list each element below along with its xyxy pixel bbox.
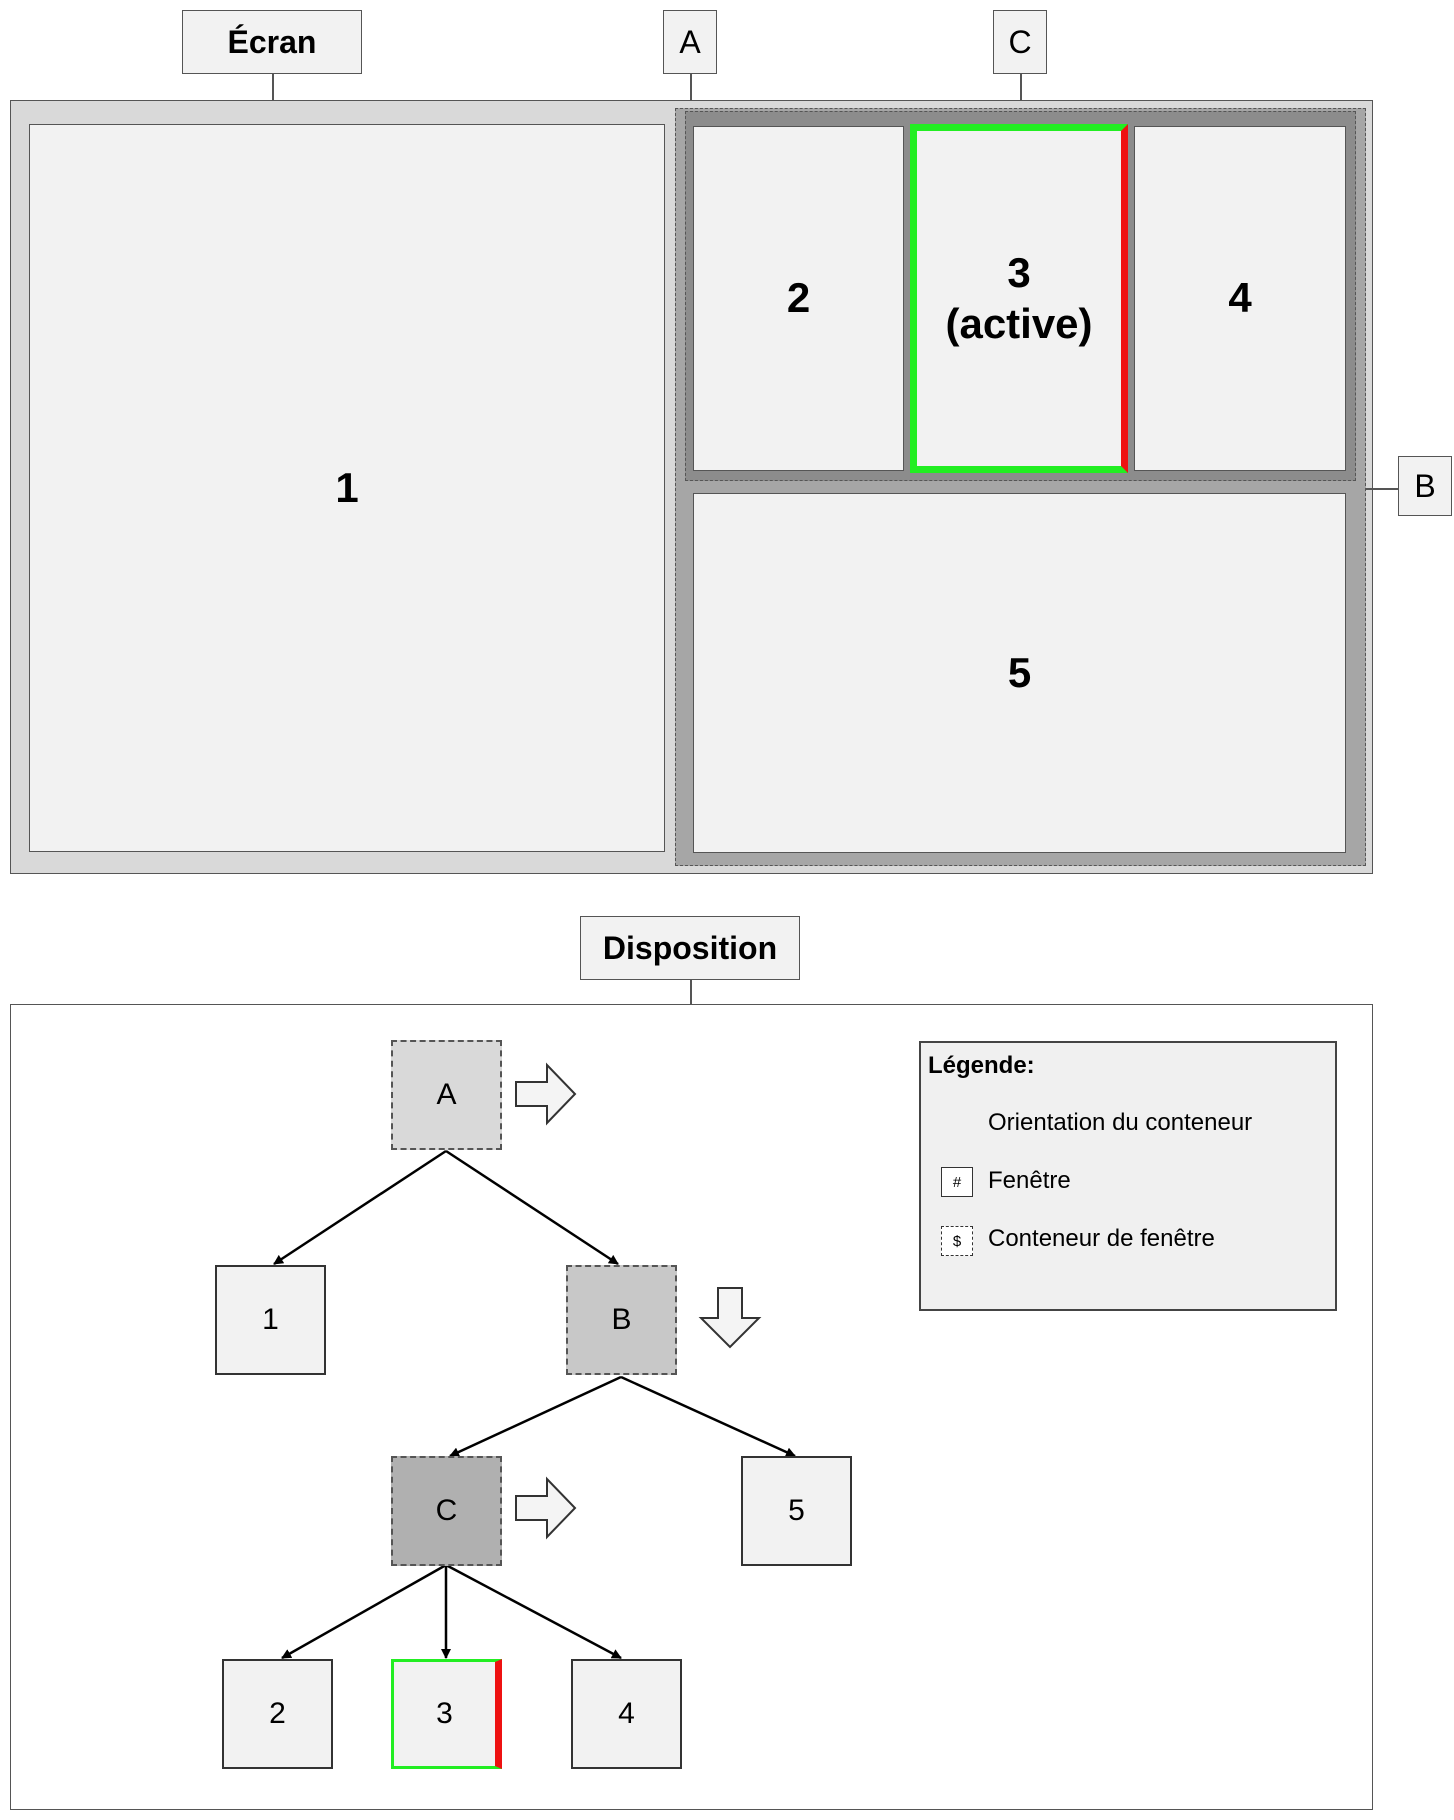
edge-b-5 bbox=[620, 1375, 796, 1458]
node-5-label: 5 bbox=[788, 1494, 805, 1527]
container-a-tag-text: A bbox=[679, 23, 701, 60]
edge-b-c bbox=[449, 1375, 622, 1458]
screen-label: Écran bbox=[182, 10, 362, 74]
window-1[interactable]: 1 bbox=[29, 124, 665, 852]
screen-label-text: Écran bbox=[227, 23, 317, 60]
window-4[interactable]: 4 bbox=[1134, 126, 1346, 471]
container-c-connector bbox=[1020, 74, 1022, 111]
legend-window-symbol: # bbox=[952, 1173, 962, 1191]
container-b-tag-text: B bbox=[1414, 467, 1436, 504]
legend-item-container-label: Conteneur de fenêtre bbox=[988, 1225, 1215, 1252]
edge-a-1 bbox=[273, 1149, 447, 1266]
legend-container-symbol: $ bbox=[952, 1232, 962, 1250]
legend-title: Légende: bbox=[928, 1052, 1035, 1079]
container-a-tag: A bbox=[663, 10, 717, 74]
edge-c-2 bbox=[281, 1563, 447, 1660]
container-b-tag: B bbox=[1398, 456, 1452, 516]
node-c-label: C bbox=[435, 1494, 458, 1527]
window-5[interactable]: 5 bbox=[693, 493, 1346, 853]
legend-item-window-label: Fenêtre bbox=[988, 1167, 1071, 1194]
legend-container-box-icon: $ bbox=[941, 1226, 973, 1256]
legend-item-orientation-label: Orientation du conteneur bbox=[988, 1109, 1253, 1136]
edge-a-b bbox=[445, 1149, 619, 1266]
window-1-label: 1 bbox=[335, 463, 359, 511]
window-2-label: 2 bbox=[786, 274, 811, 322]
window-3-active[interactable]: 3 (active) bbox=[910, 124, 1128, 473]
orientation-c-icon bbox=[515, 1476, 577, 1540]
node-1-label: 1 bbox=[262, 1303, 279, 1336]
orientation-b-icon bbox=[698, 1287, 762, 1349]
legend-panel bbox=[919, 1041, 1337, 1311]
window-3-label: 3 bbox=[1007, 249, 1031, 297]
node-3-label: 3 bbox=[436, 1697, 453, 1730]
node-a-label: A bbox=[436, 1078, 457, 1111]
node-window-3-active[interactable]: 3 bbox=[391, 1659, 502, 1769]
node-container-c[interactable]: C bbox=[391, 1456, 502, 1566]
node-container-a[interactable]: A bbox=[391, 1040, 502, 1150]
legend-window-box-icon: # bbox=[941, 1167, 973, 1197]
screen-label-connector bbox=[272, 74, 274, 100]
container-c-tag-text: C bbox=[1008, 23, 1032, 60]
window-2[interactable]: 2 bbox=[693, 126, 904, 471]
container-b-connector bbox=[1366, 488, 1398, 490]
node-container-b[interactable]: B bbox=[566, 1265, 677, 1375]
window-5-label: 5 bbox=[1007, 648, 1032, 696]
layout-label-connector bbox=[690, 980, 692, 1004]
node-window-2[interactable]: 2 bbox=[222, 1659, 333, 1769]
layout-label-text: Disposition bbox=[602, 929, 778, 966]
container-c-tag: C bbox=[993, 10, 1047, 74]
window-3-active-label: (active) bbox=[945, 299, 1093, 347]
layout-label: Disposition bbox=[580, 916, 800, 980]
edge-c-4 bbox=[445, 1563, 622, 1660]
node-window-1[interactable]: 1 bbox=[215, 1265, 326, 1375]
node-window-4[interactable]: 4 bbox=[571, 1659, 682, 1769]
orientation-a-icon bbox=[515, 1062, 577, 1126]
window-4-label: 4 bbox=[1228, 274, 1252, 322]
node-window-5[interactable]: 5 bbox=[741, 1456, 852, 1566]
node-4-label: 4 bbox=[618, 1697, 635, 1730]
node-2-label: 2 bbox=[269, 1697, 286, 1730]
container-a-connector bbox=[690, 74, 692, 100]
node-b-label: B bbox=[611, 1303, 632, 1336]
